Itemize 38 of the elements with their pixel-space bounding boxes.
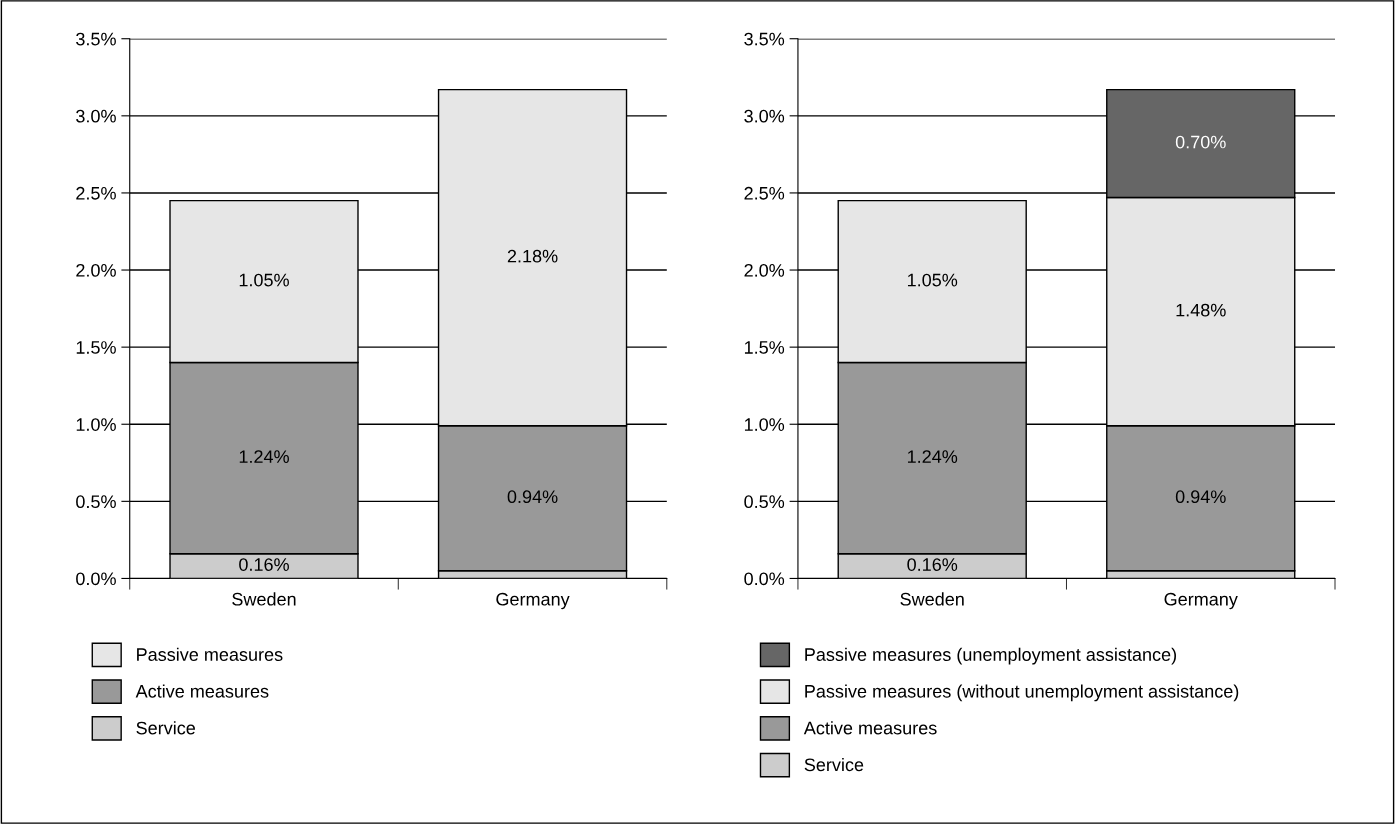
x-tick-label: Germany <box>1164 592 1238 610</box>
y-tick-label: 3.0% <box>76 109 116 123</box>
data-label: 0.16% <box>907 558 958 571</box>
data-label: 0.94% <box>1175 490 1226 504</box>
data-label: 0.94% <box>507 490 558 504</box>
data-label: 0.70% <box>1175 135 1226 149</box>
y-tick-label: 0.5% <box>76 495 116 509</box>
y-tick-label: 0.0% <box>76 572 116 586</box>
x-tick-label: Sweden <box>900 592 964 606</box>
legend-label: Service <box>136 721 196 735</box>
y-tick-label: 2.5% <box>76 186 116 200</box>
x-tick-label: Germany <box>496 592 570 610</box>
data-label: 0.16% <box>239 558 289 571</box>
y-tick-label: 1.0% <box>76 418 116 431</box>
data-label: 1.48% <box>1176 303 1226 317</box>
y-tick-label: 2.0% <box>76 263 116 277</box>
legend-label: Active measures <box>803 721 937 735</box>
y-tick-label: 1.0% <box>744 418 785 431</box>
y-tick-label: 2.0% <box>744 263 785 277</box>
y-tick-label: 3.5% <box>744 32 785 46</box>
y-tick-label: 0.0% <box>744 572 785 586</box>
y-tick-label: 3.0% <box>744 109 785 123</box>
legend-label: Passive measures (unemployment assistance) <box>805 647 1176 665</box>
legend-label: Service <box>804 757 864 772</box>
legend-label: Active measures <box>135 684 269 698</box>
data-label: 1.05% <box>907 273 958 287</box>
y-tick-label: 0.5% <box>744 495 785 509</box>
y-tick-label: 1.5% <box>744 341 785 354</box>
data-label: 1.05% <box>239 273 289 287</box>
data-label: 1.24% <box>907 450 958 463</box>
y-tick-label: 2.5% <box>744 186 785 200</box>
data-label: 1.24% <box>239 450 289 463</box>
legend-label: Passive measures (without unemployment assistance) <box>805 684 1239 702</box>
x-tick-label: Sweden <box>232 592 296 606</box>
y-tick-label: 3.5% <box>76 32 116 46</box>
legend-label: Passive measures <box>137 647 283 661</box>
data-label: 2.18% <box>507 249 558 263</box>
y-tick-label: 1.5% <box>76 341 116 354</box>
